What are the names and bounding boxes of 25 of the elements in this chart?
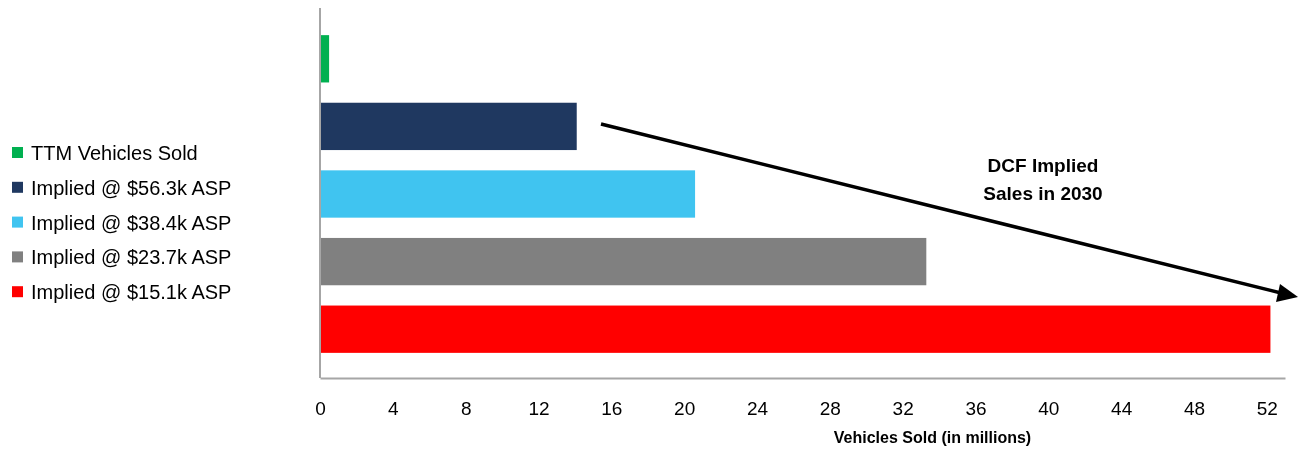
x-axis-title: Vehicles Sold (in millions): [833, 429, 1032, 446]
x-tick-label: 0: [315, 398, 326, 420]
bar: [320, 305, 1271, 353]
x-tick-label: 4: [388, 398, 400, 420]
x-tick-label: 16: [601, 398, 623, 420]
x-tick-label: 28: [819, 398, 841, 420]
bar: [320, 170, 696, 218]
legend-label: Implied @ $15.1k ASP: [31, 281, 232, 304]
annotation: DCF Implied Sales in 2030: [983, 155, 1103, 204]
legend-label: Implied @ $56.3k ASP: [31, 176, 232, 199]
legend-label: Implied @ $38.4k ASP: [31, 211, 232, 234]
x-tick-label: 48: [1183, 398, 1206, 420]
x-tick-label: 40: [1038, 398, 1060, 420]
x-tick-label: 44: [1111, 398, 1133, 420]
x-tick-label: 20: [674, 398, 696, 420]
x-tick-label: 12: [528, 398, 550, 420]
x-tick-label: 8: [460, 398, 472, 420]
bar: [320, 102, 577, 151]
legend-label: TTM Vehicles Sold: [31, 142, 198, 164]
bar: [320, 237, 927, 286]
x-tick-label: 36: [965, 398, 987, 420]
x-tick-label: 32: [892, 398, 914, 420]
x-tick-label: 52: [1256, 398, 1278, 420]
legend-label: Implied @ $23.7k ASP: [31, 246, 232, 269]
x-tick-label: 24: [746, 398, 769, 420]
